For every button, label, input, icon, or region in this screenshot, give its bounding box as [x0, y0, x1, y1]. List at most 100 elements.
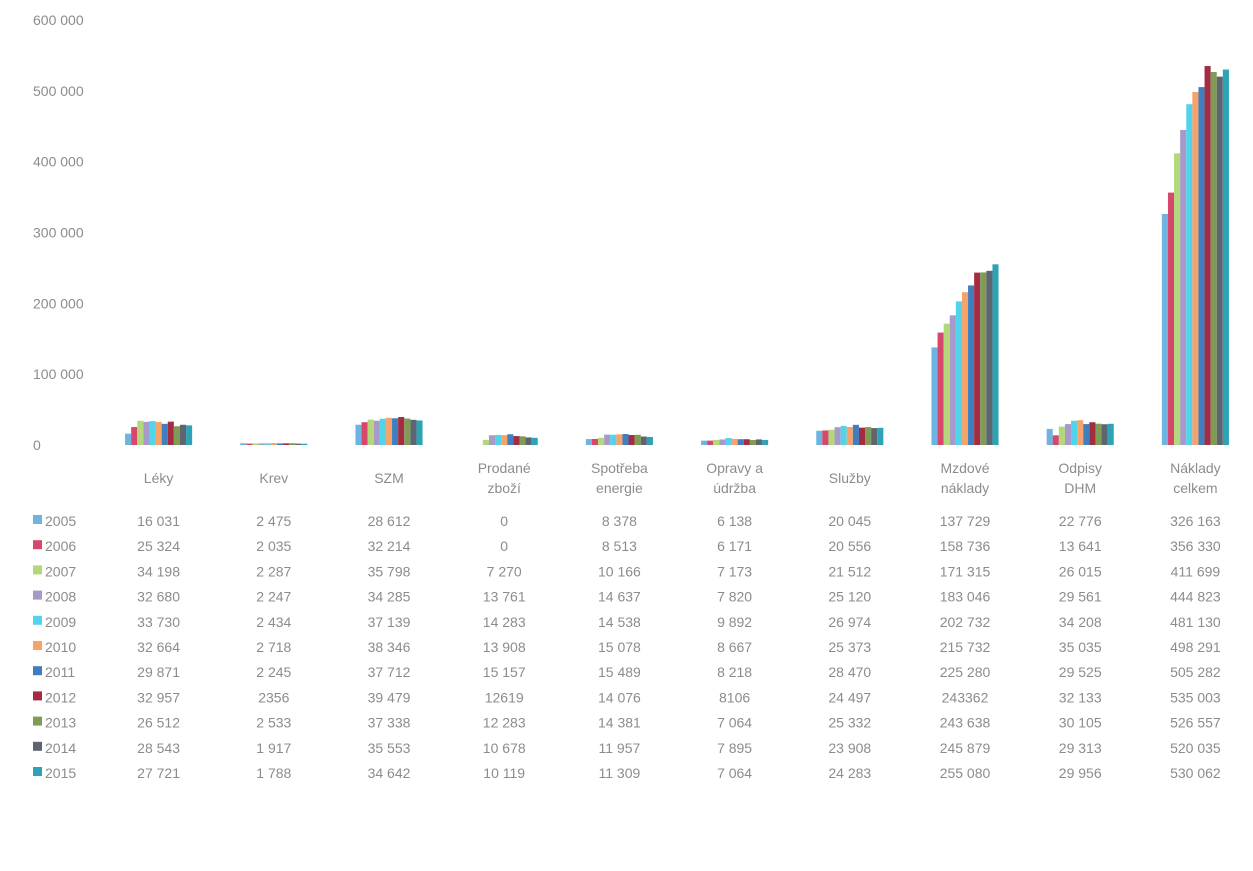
- bar: [986, 270, 993, 445]
- bar: [367, 419, 374, 445]
- data-label: 158 736: [940, 538, 991, 554]
- bar: [1064, 424, 1072, 445]
- data-label: 2 718: [256, 639, 291, 655]
- data-label: 28 470: [828, 664, 871, 680]
- bar: [634, 434, 641, 445]
- data-label: 32 680: [137, 589, 180, 605]
- data-label: 13 908: [483, 639, 526, 655]
- bar: [1052, 435, 1059, 445]
- bar: [1089, 422, 1096, 445]
- bar: [246, 443, 253, 445]
- bar: [131, 427, 138, 445]
- bar: [1204, 66, 1211, 445]
- bar: [628, 435, 635, 445]
- data-label: 22 776: [1059, 513, 1102, 529]
- bar: [610, 434, 617, 445]
- bar: [482, 439, 489, 445]
- bar: [1216, 76, 1223, 445]
- bar: [1161, 213, 1168, 445]
- bar: [725, 437, 732, 445]
- category-label: Náklady celkem: [1170, 460, 1221, 496]
- data-label: 29 561: [1059, 589, 1102, 605]
- bar: [1174, 153, 1181, 445]
- bar: [937, 332, 944, 445]
- data-label: 8106: [719, 689, 750, 705]
- data-label: 0: [500, 538, 508, 554]
- data-label: 12 283: [483, 715, 526, 731]
- category-label: Léky: [144, 470, 174, 486]
- bar: [852, 424, 859, 445]
- bar: [1077, 420, 1084, 445]
- series-name: 2011: [45, 664, 75, 680]
- data-label: 255 080: [940, 765, 991, 781]
- bar: [646, 436, 653, 445]
- y-tick-label: 500 000: [33, 83, 84, 99]
- data-label: 8 378: [602, 513, 637, 529]
- bar: [943, 323, 950, 445]
- data-label: 29 871: [137, 664, 180, 680]
- data-label: 15 489: [598, 664, 641, 680]
- data-label: 25 373: [828, 639, 871, 655]
- bar: [155, 421, 162, 445]
- bar: [858, 427, 866, 445]
- bar: [501, 435, 508, 445]
- bar: [488, 435, 496, 445]
- legend-key: [33, 590, 42, 600]
- data-label: 26 512: [137, 715, 180, 731]
- bar: [404, 418, 411, 445]
- bar: [822, 430, 829, 445]
- data-label: 2 533: [256, 715, 291, 731]
- data-label: 25 120: [828, 589, 871, 605]
- data-label: 8 667: [717, 639, 752, 655]
- bar: [737, 439, 744, 445]
- data-label: 326 163: [1170, 513, 1221, 529]
- data-label: 202 732: [940, 614, 991, 630]
- bar: [834, 427, 841, 445]
- bar: [931, 347, 938, 445]
- bar: [379, 418, 386, 445]
- bar: [355, 424, 362, 445]
- data-label: 26 974: [828, 614, 871, 630]
- data-label: 1 917: [256, 740, 291, 756]
- bar: [1198, 87, 1205, 445]
- data-label: 498 291: [1170, 639, 1221, 655]
- bar: [1101, 424, 1108, 445]
- data-label: 2 245: [256, 664, 291, 680]
- series-name: 2008: [45, 589, 76, 605]
- data-label: 11 309: [599, 765, 641, 781]
- data-label: 7 064: [717, 715, 752, 731]
- data-label: 481 130: [1170, 614, 1221, 630]
- category-labels: Léky Krev SZM Prodané zboží Spotřeba energie Op…: [144, 460, 1221, 496]
- y-tick-label: 200 000: [33, 295, 84, 311]
- bar: [871, 428, 878, 445]
- bar: [707, 440, 714, 445]
- legend-key: [33, 666, 42, 676]
- data-label: 14 076: [598, 689, 641, 705]
- data-label: 21 512: [828, 563, 871, 579]
- data-label: 32 214: [368, 538, 411, 554]
- data-label: 14 637: [598, 589, 641, 605]
- series-name: 2006: [45, 538, 76, 554]
- data-label: 34 208: [1059, 614, 1102, 630]
- bar: [1210, 72, 1217, 446]
- data-label: 30 105: [1059, 715, 1102, 731]
- legend-key: [33, 767, 42, 776]
- bar: [1180, 129, 1187, 446]
- bar: [149, 421, 156, 445]
- bar: [762, 440, 769, 445]
- bar: [743, 439, 750, 445]
- series-name: 2009: [45, 614, 76, 630]
- bar: [1167, 192, 1175, 445]
- data-label: 8 218: [717, 664, 752, 680]
- legend-key: [33, 641, 42, 650]
- data-label: 225 280: [940, 664, 991, 680]
- bar: [125, 433, 132, 445]
- bar: [585, 439, 592, 445]
- category-label: Odpisy DHM: [1058, 460, 1102, 496]
- bar: [846, 427, 853, 445]
- bar: [240, 443, 247, 445]
- bar: [974, 272, 981, 445]
- y-tick-label: 0: [33, 437, 41, 453]
- bar: [282, 443, 290, 445]
